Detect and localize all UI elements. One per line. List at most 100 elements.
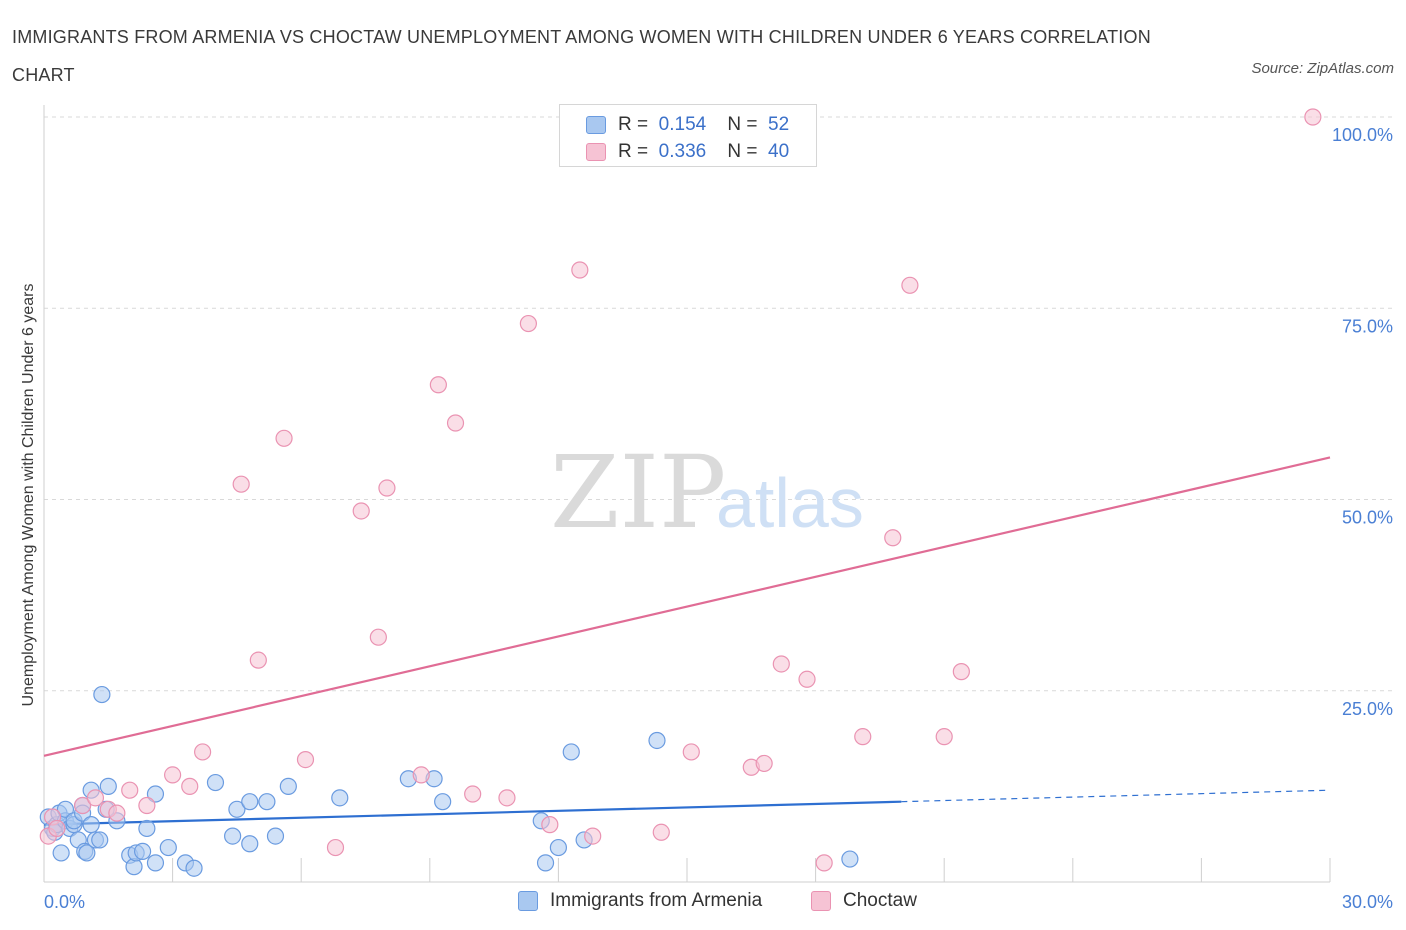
- x-tick-label: 30.0%: [1342, 892, 1393, 912]
- armenia-point: [133, 842, 152, 861]
- armenia-point: [206, 773, 225, 792]
- correlation-legend: R = 0.154 N = 52 R = 0.336 N = 40: [559, 104, 817, 167]
- choctaw-legend-swatch: [811, 891, 831, 911]
- choctaw-point: [464, 785, 482, 803]
- armenia-point: [562, 743, 580, 761]
- watermark-zip: ZIP: [550, 434, 726, 551]
- armenia-point: [138, 819, 156, 838]
- watermark-atlas: atlas: [716, 464, 864, 542]
- y-tick-label: 100.0%: [1332, 125, 1393, 145]
- data-points: [39, 108, 1322, 877]
- choctaw-point: [682, 743, 700, 761]
- choctaw-point: [429, 376, 447, 394]
- series-legend-armenia: Immigrants from Armenia: [518, 888, 762, 914]
- armenia-point: [99, 777, 117, 795]
- legend-n-value: 52: [768, 114, 790, 135]
- choctaw-point: [48, 819, 66, 838]
- choctaw-point: [326, 838, 345, 857]
- legend-row-choctaw: R = 0.336 N = 40: [586, 140, 789, 164]
- armenia-point: [185, 859, 203, 877]
- choctaw-point: [194, 743, 212, 761]
- choctaw-point: [275, 429, 293, 447]
- choctaw-point: [138, 796, 156, 815]
- choctaw-point: [378, 479, 396, 497]
- choctaw-point: [652, 823, 670, 841]
- choctaw-point: [798, 670, 816, 688]
- armenia-point: [241, 793, 259, 811]
- armenia-legend-label: Immigrants from Armenia: [550, 890, 763, 911]
- armenia-point: [93, 685, 111, 704]
- tick-labels: 25.0% 50.0% 75.0% 100.0% 0.0% 30.0%: [44, 125, 1393, 912]
- choctaw-point: [181, 777, 199, 795]
- armenia-point: [146, 854, 165, 872]
- choctaw-point: [296, 750, 315, 769]
- armenia-trend-line: [43, 800, 902, 826]
- armenia-point: [266, 827, 285, 845]
- choctaw-point: [232, 475, 250, 493]
- chart-title: IMMIGRANTS FROM ARMENIA VS CHOCTAW UNEMP…: [12, 27, 1151, 85]
- armenia-point: [146, 785, 165, 803]
- grid: [44, 116, 1395, 692]
- choctaw-point: [519, 314, 537, 333]
- armenia-point: [549, 838, 568, 857]
- choctaw-legend-label: Choctaw: [843, 890, 917, 911]
- armenia-trend-extension: [901, 789, 1331, 803]
- armenia-point: [258, 793, 276, 811]
- armenia-point: [78, 844, 96, 862]
- choctaw-point: [815, 854, 833, 872]
- choctaw-point: [901, 276, 919, 294]
- armenia-legend-swatch: [518, 891, 538, 911]
- legend-r-value: 0.336: [658, 141, 707, 162]
- y-tick-label: 50.0%: [1342, 508, 1393, 528]
- choctaw-point: [412, 766, 430, 784]
- y-tick-label: 25.0%: [1342, 699, 1393, 719]
- choctaw-point: [86, 789, 105, 807]
- legend-r-label: R =: [618, 141, 649, 162]
- legend-row-armenia: R = 0.154 N = 52: [586, 113, 789, 137]
- legend-r-value: 0.154: [658, 114, 707, 135]
- armenia-point: [841, 850, 859, 868]
- choctaw-point: [584, 827, 602, 845]
- choctaw-point: [369, 628, 387, 646]
- legend-r-label: R =: [618, 114, 649, 135]
- armenia-point: [91, 831, 109, 849]
- armenia-point: [434, 793, 452, 811]
- choctaw-point: [935, 728, 953, 746]
- axes: [43, 105, 1331, 883]
- choctaw-point: [108, 804, 126, 822]
- choctaw-point: [571, 261, 589, 279]
- choctaw-point: [352, 502, 370, 520]
- y-tick-label: 75.0%: [1342, 316, 1393, 336]
- armenia-point: [224, 827, 242, 845]
- choctaw-point: [164, 766, 182, 784]
- x-tick-label: 0.0%: [44, 892, 85, 912]
- choctaw-point: [73, 796, 92, 815]
- armenia-point: [82, 816, 100, 834]
- choctaw-swatch: [586, 143, 606, 161]
- choctaw-point: [772, 655, 790, 673]
- armenia-point: [241, 835, 259, 853]
- choctaw-point: [854, 728, 872, 746]
- choctaw-point: [498, 789, 516, 807]
- legend-n-value: 40: [768, 141, 790, 162]
- choctaw-point: [755, 754, 773, 773]
- legend-n-label: N =: [727, 114, 758, 135]
- trend-lines: [43, 456, 1331, 826]
- series-legend-choctaw: Choctaw: [811, 888, 917, 914]
- choctaw-point: [249, 651, 267, 669]
- choctaw-trend-line: [43, 456, 1331, 757]
- choctaw-point: [446, 414, 465, 432]
- choctaw-point: [541, 816, 559, 834]
- choctaw-point: [1304, 108, 1322, 126]
- armenia-point: [536, 854, 555, 872]
- choctaw-point: [952, 663, 970, 681]
- armenia-point: [159, 838, 177, 857]
- armenia-point: [648, 731, 666, 750]
- armenia-point: [279, 777, 297, 795]
- armenia-swatch: [586, 116, 606, 134]
- choctaw-point: [121, 781, 139, 799]
- armenia-point: [52, 844, 70, 862]
- legend-n-label: N =: [727, 141, 758, 162]
- armenia-point: [56, 800, 75, 818]
